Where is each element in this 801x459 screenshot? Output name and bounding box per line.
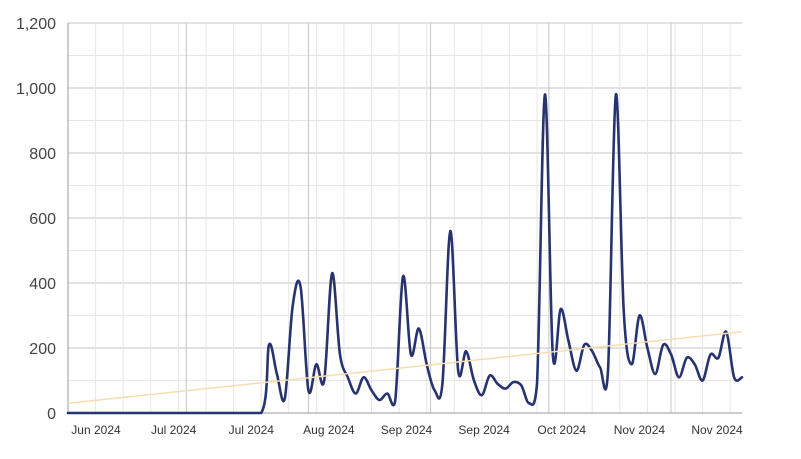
y-tick-label: 0 [47, 406, 56, 423]
y-tick-label: 800 [29, 146, 56, 163]
grid [68, 22, 742, 413]
x-tick-label: Jul 2024 [229, 423, 275, 437]
y-tick-label: 1,200 [16, 16, 56, 33]
series-line [66, 93, 744, 415]
series [66, 93, 744, 415]
x-tick-label: Oct 2024 [537, 423, 586, 437]
x-tick-label: Nov 2024 [614, 423, 666, 437]
trend-line [67, 331, 743, 405]
y-tick-label: 200 [29, 341, 56, 358]
y-tick-label: 600 [29, 211, 56, 228]
x-tick-label: Jul 2024 [151, 423, 197, 437]
y-axis-tick-labels: 0 200 400 600 800 1,000 1,200 [16, 16, 56, 423]
x-axis-tick-labels: Jun 2024 Jul 2024 Jul 2024 Aug 2024 Sep 2024… [71, 423, 743, 437]
x-tick-label: Nov 2024 [691, 423, 743, 437]
x-tick-label: Sep 2024 [458, 423, 510, 437]
x-tick-label: Sep 2024 [381, 423, 433, 437]
y-tick-label: 1,000 [16, 81, 56, 98]
y-tick-label: 400 [29, 276, 56, 293]
x-tick-label: Aug 2024 [303, 423, 355, 437]
x-tick-label: Jun 2024 [71, 423, 121, 437]
